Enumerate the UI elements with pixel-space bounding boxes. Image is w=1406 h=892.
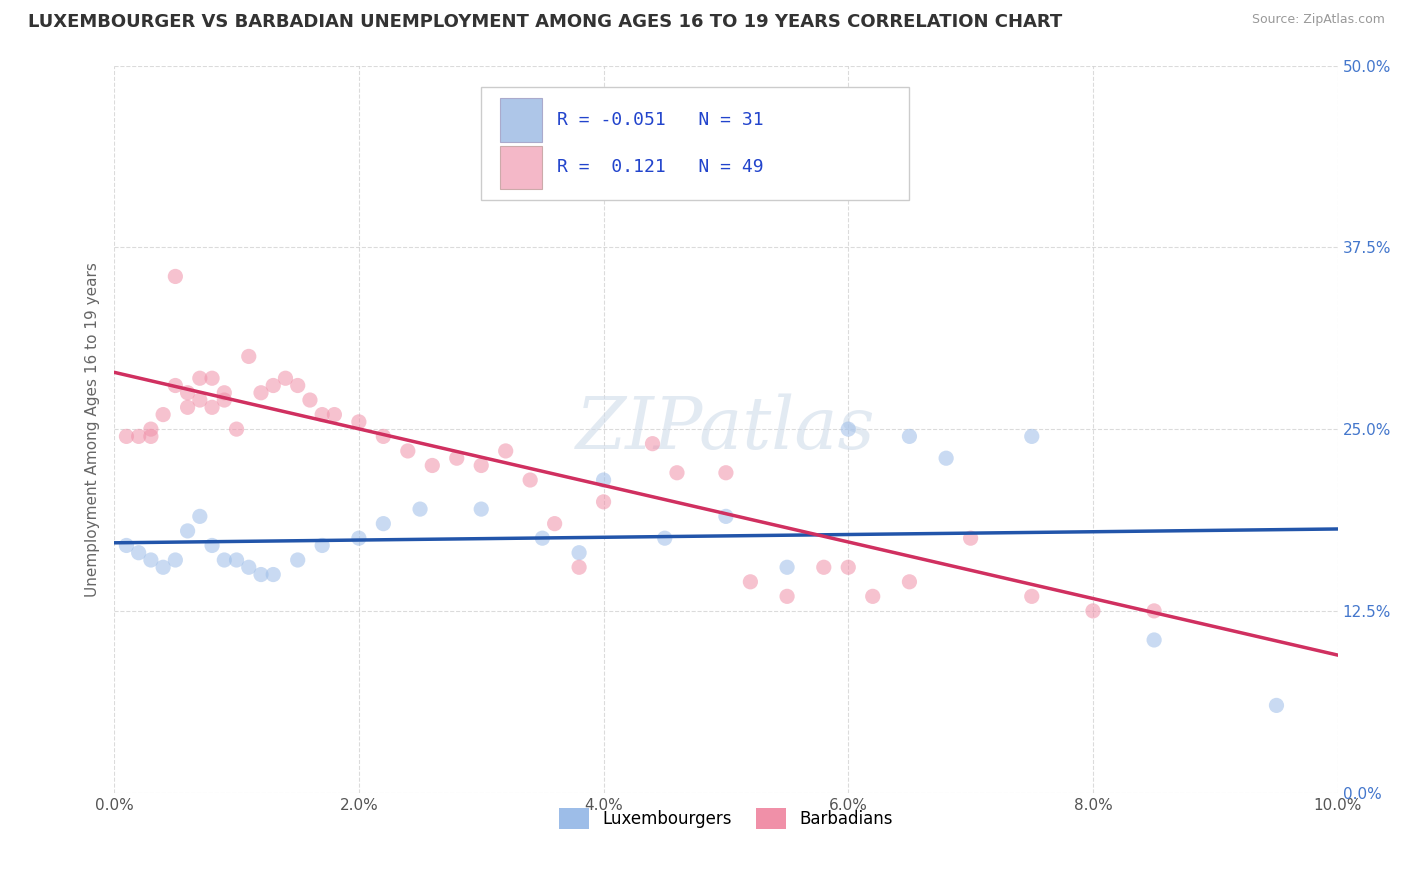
Point — [776, 560, 799, 574]
Legend: Luxembourgers, Barbadians: Luxembourgers, Barbadians — [553, 802, 900, 835]
Point — [470, 458, 492, 473]
Point — [201, 538, 224, 552]
Point — [165, 378, 187, 392]
Point — [176, 524, 198, 538]
Point — [373, 429, 395, 443]
Point — [323, 408, 346, 422]
Point — [139, 429, 162, 443]
Point — [139, 553, 162, 567]
Point — [201, 371, 224, 385]
Y-axis label: Unemployment Among Ages 16 to 19 years: Unemployment Among Ages 16 to 19 years — [86, 261, 100, 597]
Point — [139, 422, 162, 436]
Point — [1265, 698, 1288, 713]
Point — [250, 567, 273, 582]
Text: R = -0.051   N = 31: R = -0.051 N = 31 — [557, 112, 763, 129]
Point — [495, 444, 517, 458]
Point — [165, 553, 187, 567]
Point — [128, 429, 150, 443]
Point — [311, 408, 333, 422]
Point — [592, 473, 614, 487]
Point — [274, 371, 297, 385]
Point — [568, 546, 591, 560]
Point — [188, 509, 211, 524]
Point — [396, 444, 419, 458]
Point — [862, 590, 884, 604]
Point — [347, 531, 370, 545]
Point — [776, 590, 799, 604]
Point — [641, 436, 664, 450]
Point — [287, 378, 309, 392]
Point — [214, 385, 236, 400]
Point — [115, 429, 138, 443]
Point — [250, 385, 273, 400]
Point — [665, 466, 688, 480]
Point — [959, 531, 981, 545]
Text: LUXEMBOURGER VS BARBADIAN UNEMPLOYMENT AMONG AGES 16 TO 19 YEARS CORRELATION CHA: LUXEMBOURGER VS BARBADIAN UNEMPLOYMENT A… — [28, 13, 1063, 31]
Point — [898, 574, 921, 589]
Point — [1081, 604, 1104, 618]
Point — [813, 560, 835, 574]
Text: ZIPatlas: ZIPatlas — [576, 394, 876, 465]
Point — [176, 401, 198, 415]
Point — [152, 408, 174, 422]
Point — [1143, 632, 1166, 647]
Point — [201, 401, 224, 415]
FancyBboxPatch shape — [481, 87, 910, 200]
Point — [1021, 590, 1043, 604]
Point — [225, 422, 247, 436]
Point — [935, 451, 957, 466]
Point — [1021, 429, 1043, 443]
Point — [347, 415, 370, 429]
Point — [617, 161, 640, 175]
Point — [311, 538, 333, 552]
FancyBboxPatch shape — [499, 98, 543, 142]
Point — [446, 451, 468, 466]
Point — [176, 385, 198, 400]
Point — [262, 567, 284, 582]
Point — [543, 516, 565, 531]
Point — [214, 392, 236, 407]
Point — [115, 538, 138, 552]
Point — [898, 429, 921, 443]
Point — [165, 269, 187, 284]
Point — [420, 458, 443, 473]
Point — [298, 392, 321, 407]
Point — [225, 553, 247, 567]
Point — [740, 574, 762, 589]
Point — [714, 466, 737, 480]
Point — [214, 553, 236, 567]
Point — [1143, 604, 1166, 618]
Point — [409, 502, 432, 516]
Point — [531, 531, 554, 545]
Point — [714, 509, 737, 524]
Point — [262, 378, 284, 392]
Point — [128, 546, 150, 560]
Point — [238, 350, 260, 364]
Point — [837, 422, 859, 436]
Text: R =  0.121   N = 49: R = 0.121 N = 49 — [557, 159, 763, 177]
Point — [152, 560, 174, 574]
Point — [238, 560, 260, 574]
Text: Source: ZipAtlas.com: Source: ZipAtlas.com — [1251, 13, 1385, 27]
Point — [188, 371, 211, 385]
FancyBboxPatch shape — [499, 145, 543, 189]
Point — [519, 473, 541, 487]
Point — [470, 502, 492, 516]
Point — [287, 553, 309, 567]
Point — [592, 495, 614, 509]
Point — [568, 560, 591, 574]
Point — [654, 531, 676, 545]
Point — [188, 392, 211, 407]
Point — [373, 516, 395, 531]
Point — [837, 560, 859, 574]
